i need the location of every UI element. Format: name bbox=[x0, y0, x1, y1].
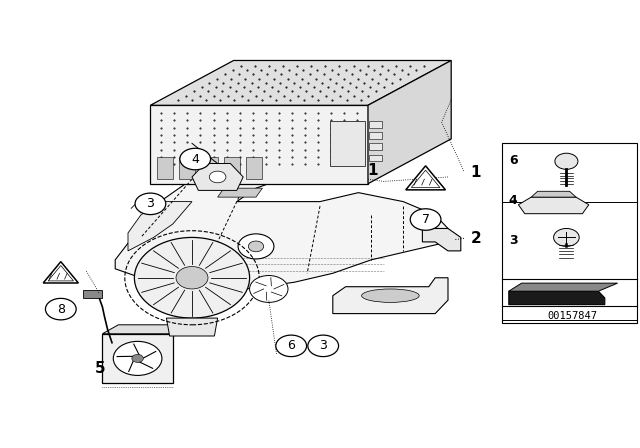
Ellipse shape bbox=[362, 289, 419, 302]
Bar bbox=[157, 157, 173, 179]
Circle shape bbox=[180, 148, 211, 170]
Polygon shape bbox=[218, 188, 262, 197]
Polygon shape bbox=[166, 318, 218, 336]
Polygon shape bbox=[509, 283, 618, 291]
Polygon shape bbox=[368, 60, 451, 184]
Text: 3: 3 bbox=[509, 234, 517, 247]
Text: 7: 7 bbox=[422, 213, 429, 226]
Polygon shape bbox=[150, 60, 451, 105]
Polygon shape bbox=[509, 291, 605, 305]
Text: 3: 3 bbox=[147, 197, 154, 211]
Bar bbox=[369, 121, 382, 128]
Polygon shape bbox=[44, 262, 79, 283]
Text: 2: 2 bbox=[470, 231, 481, 246]
Polygon shape bbox=[150, 105, 368, 184]
Bar bbox=[102, 334, 173, 383]
Circle shape bbox=[135, 193, 166, 215]
Polygon shape bbox=[412, 170, 440, 188]
Bar bbox=[330, 121, 365, 166]
Bar bbox=[369, 155, 382, 161]
Polygon shape bbox=[406, 166, 445, 190]
Bar bbox=[202, 157, 218, 179]
Text: 3: 3 bbox=[319, 339, 327, 353]
Text: 1: 1 bbox=[470, 165, 481, 180]
Circle shape bbox=[113, 341, 162, 375]
Polygon shape bbox=[518, 197, 589, 214]
Text: 4: 4 bbox=[191, 152, 199, 166]
Circle shape bbox=[248, 241, 264, 252]
Circle shape bbox=[238, 234, 274, 259]
Circle shape bbox=[555, 153, 578, 169]
Circle shape bbox=[308, 335, 339, 357]
Polygon shape bbox=[128, 202, 192, 251]
Circle shape bbox=[209, 171, 226, 183]
Bar bbox=[369, 132, 382, 139]
Circle shape bbox=[134, 237, 250, 318]
Bar bbox=[369, 143, 382, 150]
Bar bbox=[179, 157, 195, 179]
Text: 6: 6 bbox=[287, 339, 295, 353]
Text: 00157847: 00157847 bbox=[548, 311, 598, 321]
Bar bbox=[246, 157, 262, 179]
Text: 8: 8 bbox=[57, 302, 65, 316]
Polygon shape bbox=[48, 266, 74, 281]
Circle shape bbox=[276, 335, 307, 357]
Polygon shape bbox=[102, 325, 189, 334]
Text: 4: 4 bbox=[509, 194, 518, 207]
Polygon shape bbox=[531, 191, 576, 197]
Circle shape bbox=[45, 298, 76, 320]
Circle shape bbox=[176, 267, 208, 289]
Text: 5: 5 bbox=[95, 361, 106, 376]
Circle shape bbox=[554, 228, 579, 246]
Circle shape bbox=[250, 276, 288, 302]
Polygon shape bbox=[192, 164, 243, 190]
Circle shape bbox=[410, 209, 441, 230]
Circle shape bbox=[132, 354, 143, 362]
Polygon shape bbox=[422, 228, 461, 251]
Text: 6: 6 bbox=[509, 154, 517, 167]
Polygon shape bbox=[333, 278, 448, 314]
Bar bbox=[83, 290, 102, 298]
Polygon shape bbox=[115, 161, 448, 291]
Text: 1: 1 bbox=[367, 163, 378, 178]
Bar bbox=[502, 143, 637, 323]
Bar bbox=[224, 157, 240, 179]
